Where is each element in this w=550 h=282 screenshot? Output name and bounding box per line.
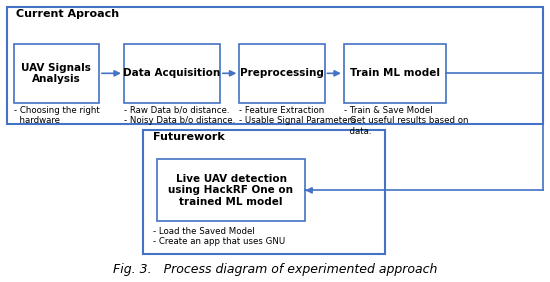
Text: - Choosing the right
  hardware: - Choosing the right hardware [14, 106, 100, 125]
Text: - Train & Save Model
- Get useful results based on
  data.: - Train & Save Model - Get useful result… [344, 106, 468, 136]
Bar [143, 130, 385, 254]
Bar [124, 44, 220, 103]
Text: - Raw Data b/o distance.
- Noisy Data b/o distance.: - Raw Data b/o distance. - Noisy Data b/… [124, 106, 235, 125]
Text: Futurework: Futurework [153, 132, 224, 142]
Text: UAV Signals
Analysis: UAV Signals Analysis [21, 63, 91, 84]
Text: Live UAV detection
using HackRF One on
trained ML model: Live UAV detection using HackRF One on t… [168, 174, 294, 207]
Text: Current Aproach: Current Aproach [16, 9, 120, 19]
Bar [344, 44, 446, 103]
Text: - Load the Saved Model
- Create an app that uses GNU: - Load the Saved Model - Create an app t… [153, 227, 285, 246]
Bar [14, 44, 99, 103]
Text: Fig. 3.   Process diagram of experimented approach: Fig. 3. Process diagram of experimented … [113, 263, 437, 276]
Bar [7, 7, 543, 124]
Text: Train ML model: Train ML model [350, 68, 439, 78]
Bar [239, 44, 324, 103]
Text: - Feature Extraction
- Usable Signal Parameters: - Feature Extraction - Usable Signal Par… [239, 106, 356, 125]
Text: Preprocessing: Preprocessing [240, 68, 324, 78]
Text: Data Acquisition: Data Acquisition [123, 68, 221, 78]
Bar [157, 159, 305, 221]
